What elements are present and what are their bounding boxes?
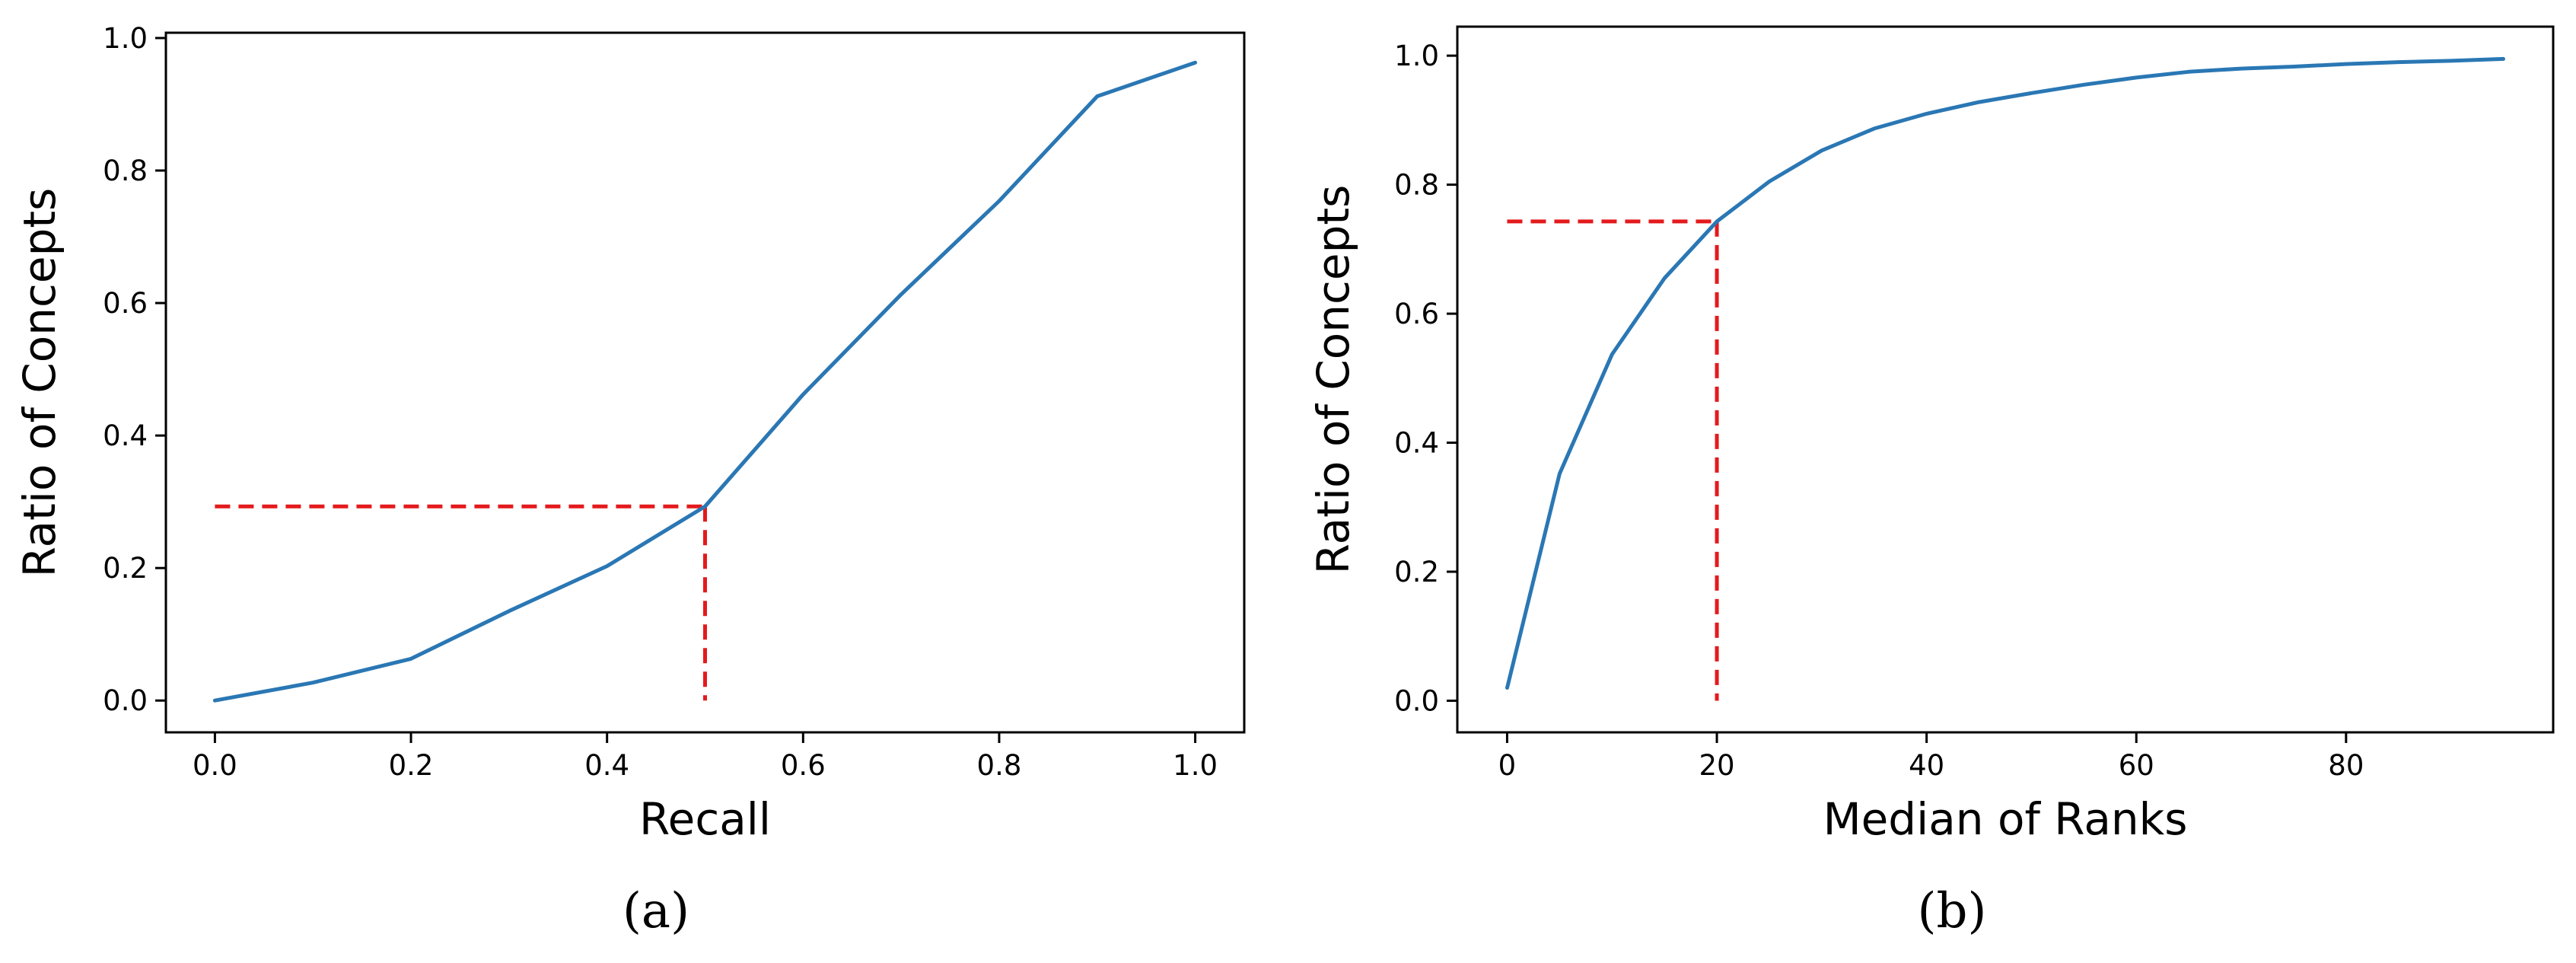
panel-b-x-tick-label: 80: [2328, 749, 2364, 782]
panel-a-x-tick-label: 0.0: [193, 749, 237, 782]
panel-b-x-tick-label: 40: [1909, 749, 1944, 782]
panel-a-x-tick-label: 0.4: [584, 749, 629, 782]
panel-b-y-axis-label: Ratio of Concepts: [1307, 185, 1359, 575]
panel-b-axes-frame: [1456, 25, 2555, 734]
panel-b-y-tick-label: 0.4: [1394, 427, 1439, 460]
panel-b-x-axis-label: Median of Ranks: [1823, 793, 2188, 845]
panel-a-y-tick-label: 0.0: [103, 684, 148, 717]
panel-b-y-tick-label: 1.0: [1394, 40, 1439, 72]
panel-a-x-tick-label: 1.0: [1173, 749, 1218, 782]
panel-a-caption: (a): [623, 883, 689, 939]
panel-b-y-tick-label: 0.8: [1394, 169, 1439, 202]
panel-b-median-ranks-chart: 0 20 40 60 80 0.0 0.2 0.4 0.6 0.8 1.0 Median of Ran…: [1307, 25, 2555, 845]
panel-b-x-tick-label: 0: [1498, 749, 1517, 782]
panel-b-x-tick-label: 20: [1699, 749, 1735, 782]
panel-b-series-line: [1505, 56, 2505, 690]
panel-a-x-tick-label: 0.2: [389, 749, 434, 782]
panel-a-y-tick-label: 0.4: [103, 419, 148, 452]
panel-b-caption: (b): [1918, 883, 1987, 939]
panel-a-x-tick-label: 0.8: [977, 749, 1022, 782]
panel-a-series-line: [212, 60, 1198, 703]
panel-a-y-tick-label: 0.6: [103, 287, 148, 320]
panel-a-recall-chart: 0.0 0.2 0.4 0.6 0.8 1.0 0.0 0.2 0.4 0.6 0.8 1.0 Reca…: [14, 22, 1246, 845]
panel-a-x-tick-label: 0.6: [781, 749, 826, 782]
panel-a-y-tick-label: 0.8: [103, 155, 148, 187]
panel-a-x-axis-label: Recall: [639, 793, 771, 845]
panel-b-y-tick-label: 0.6: [1394, 298, 1439, 330]
panel-a-y-tick-label: 0.2: [103, 552, 148, 585]
panel-b-x-tick-label: 60: [2119, 749, 2154, 782]
panel-b-y-tick-label: 0.2: [1394, 556, 1439, 588]
panel-a-axes-frame: [164, 31, 1246, 734]
panel-b-y-tick-label: 0.0: [1394, 684, 1439, 717]
panel-a-y-axis-label: Ratio of Concepts: [14, 188, 65, 578]
panel-a-y-tick-label: 1.0: [103, 22, 148, 55]
